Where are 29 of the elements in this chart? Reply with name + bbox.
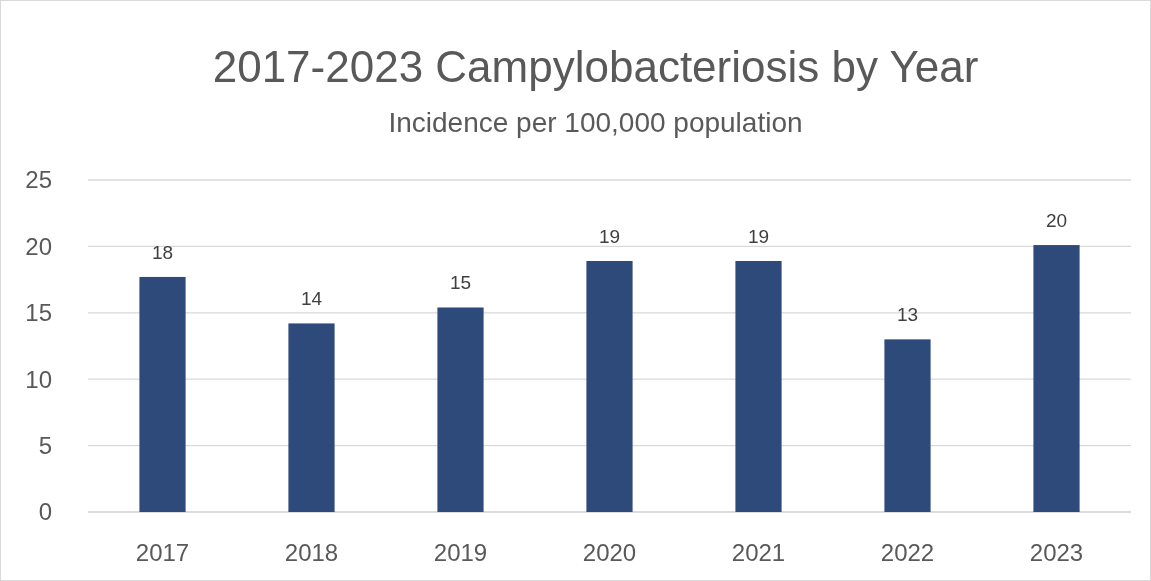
bar	[884, 339, 931, 512]
y-tick-label: 10	[25, 365, 52, 393]
data-label: 19	[747, 226, 770, 248]
x-tick-label: 2023	[1029, 539, 1084, 566]
y-tick-label: 20	[25, 232, 52, 260]
y-tick-label: 25	[25, 166, 52, 194]
bar	[139, 276, 186, 512]
chart-subtitle: Incidence per 100,000 population	[388, 107, 803, 138]
x-tick-label: 2019	[433, 539, 488, 566]
y-tick-label: 5	[38, 432, 52, 459]
y-tick-label: 15	[25, 299, 52, 327]
x-tick-label: 2022	[880, 539, 935, 566]
data-label: 19	[598, 226, 621, 248]
y-tick-label: 0	[38, 498, 52, 526]
data-label: 20	[1045, 210, 1068, 232]
data-label: 14	[300, 288, 323, 310]
data-label: 18	[151, 241, 174, 263]
x-tick-label: 2018	[284, 539, 339, 566]
bar	[735, 261, 782, 512]
x-tick-label: 2017	[135, 539, 190, 566]
data-label: 13	[896, 304, 919, 326]
x-tick-label: 2020	[582, 539, 637, 566]
bar	[288, 323, 335, 512]
data-label: 15	[449, 272, 472, 294]
bar	[586, 261, 633, 512]
chart-title: 2017-2023 Campylobacteriosis by Year	[212, 42, 979, 91]
bar	[1033, 245, 1080, 512]
bar	[437, 307, 484, 512]
x-tick-label: 2021	[731, 539, 786, 566]
